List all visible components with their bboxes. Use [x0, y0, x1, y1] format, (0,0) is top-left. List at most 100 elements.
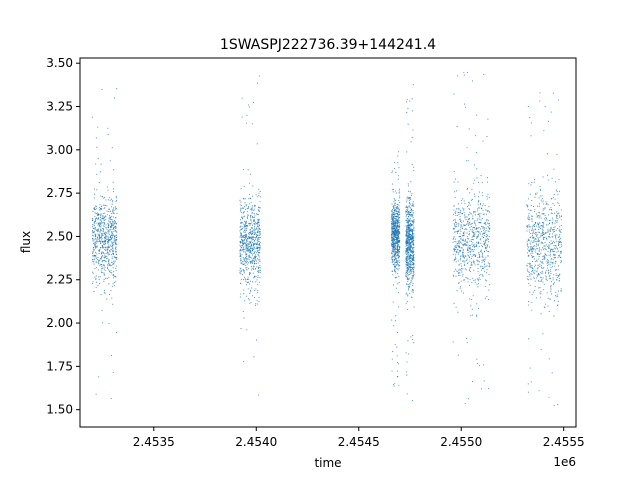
- data-point: [478, 365, 481, 367]
- x-tick-label: 2.4545: [338, 435, 380, 449]
- data-point: [113, 230, 115, 232]
- data-point: [531, 246, 533, 248]
- data-point: [538, 280, 540, 282]
- data-point: [97, 258, 99, 261]
- data-point: [489, 262, 491, 265]
- data-point: [411, 296, 413, 298]
- data-point: [399, 201, 401, 203]
- data-point: [98, 263, 100, 265]
- data-point: [405, 293, 407, 295]
- data-point: [259, 207, 261, 209]
- data-point: [240, 242, 242, 244]
- data-point: [552, 203, 554, 205]
- data-point: [394, 162, 396, 164]
- data-point: [256, 223, 259, 225]
- data-point: [558, 275, 560, 277]
- data-point: [406, 361, 408, 363]
- data-point: [488, 289, 490, 291]
- data-point: [246, 329, 248, 331]
- data-point: [399, 233, 401, 235]
- data-point: [396, 251, 398, 253]
- data-point: [529, 291, 531, 293]
- data-point: [557, 241, 559, 243]
- data-point: [542, 277, 544, 279]
- data-point: [101, 256, 103, 258]
- data-point: [413, 255, 415, 257]
- data-point: [106, 278, 108, 280]
- data-point: [95, 242, 97, 245]
- data-point: [243, 212, 245, 214]
- data-point: [473, 164, 475, 166]
- data-point: [483, 232, 485, 234]
- data-point: [459, 287, 461, 289]
- data-point: [551, 262, 553, 264]
- data-point: [556, 220, 558, 222]
- data-point: [548, 269, 550, 271]
- data-point: [471, 281, 473, 283]
- data-point: [104, 207, 106, 209]
- data-point: [527, 263, 529, 265]
- data-point: [534, 222, 536, 225]
- data-point: [413, 233, 415, 235]
- data-point: [257, 240, 259, 242]
- data-point: [243, 236, 245, 238]
- data-point: [479, 232, 481, 234]
- data-point: [407, 209, 409, 211]
- data-point: [247, 248, 249, 250]
- data-point: [535, 235, 537, 237]
- data-point: [405, 352, 407, 354]
- data-point: [245, 243, 247, 246]
- data-point: [530, 226, 532, 228]
- data-point: [405, 211, 407, 213]
- data-point: [393, 259, 395, 262]
- data-point: [410, 224, 412, 226]
- data-point: [391, 256, 393, 258]
- data-point: [250, 227, 252, 229]
- data-point: [248, 182, 251, 184]
- data-point: [92, 238, 94, 240]
- data-point: [411, 260, 413, 262]
- data-point: [393, 231, 396, 233]
- data-point: [543, 245, 545, 247]
- data-point: [411, 164, 413, 166]
- data-point: [398, 228, 400, 230]
- data-point: [410, 141, 412, 143]
- data-point: [103, 272, 105, 274]
- data-point: [410, 181, 412, 183]
- data-point: [462, 251, 464, 253]
- data-point: [457, 212, 459, 214]
- data-point: [100, 163, 102, 165]
- data-point: [409, 225, 411, 227]
- data-point: [99, 237, 101, 239]
- data-point: [411, 238, 413, 240]
- data-point: [394, 262, 396, 264]
- data-point: [460, 265, 462, 267]
- data-point: [256, 231, 258, 234]
- data-point: [396, 236, 398, 238]
- data-point: [249, 289, 252, 292]
- data-point: [99, 195, 101, 197]
- data-point: [476, 241, 478, 243]
- data-point: [541, 247, 544, 249]
- data-point: [103, 246, 105, 248]
- data-point: [538, 197, 540, 199]
- data-point: [460, 220, 462, 222]
- data-point: [97, 240, 99, 243]
- data-point: [248, 248, 250, 250]
- data-point: [460, 226, 462, 228]
- data-point: [461, 227, 463, 230]
- data-point: [107, 241, 109, 243]
- data-point: [99, 229, 102, 231]
- data-point: [394, 247, 397, 249]
- data-point: [537, 222, 539, 224]
- plot-frame: [79, 57, 577, 428]
- data-point: [469, 192, 471, 194]
- data-point: [483, 232, 485, 234]
- data-point: [531, 251, 533, 253]
- data-point: [398, 167, 400, 169]
- data-point: [556, 251, 558, 253]
- data-point: [397, 178, 399, 180]
- data-point: [241, 225, 243, 227]
- data-point: [464, 224, 466, 226]
- data-point: [410, 250, 412, 253]
